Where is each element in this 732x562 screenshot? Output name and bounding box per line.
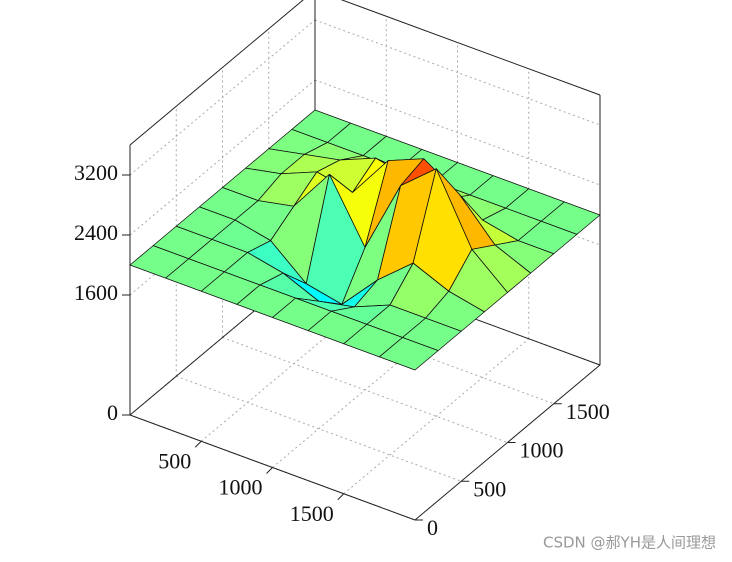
x-tick-label: 1000 [219,475,263,500]
y-tick-label: 500 [473,476,506,501]
tick-mark [266,467,273,474]
z-tick-label: 1600 [74,280,118,305]
axis-line [340,0,601,96]
z-tick-label: 3200 [74,160,118,185]
grid-line [222,337,508,443]
x-tick-label: 1500 [290,501,334,526]
x-tick-label: 500 [158,448,191,473]
watermark: CSDN @郝YH是人间理想 [543,534,716,552]
surface-patch [378,337,439,371]
y-tick-label: 1500 [566,399,610,424]
tick-mark [194,440,202,448]
grid-line [176,375,462,482]
grid-line [343,338,530,495]
z-tick-label: 2400 [74,220,118,245]
tick-mark [337,493,345,501]
y-tick-label: 1000 [520,438,564,463]
axis-line [129,0,304,146]
y-tick-label: 0 [427,515,438,540]
z-tick-label: 0 [107,400,118,425]
